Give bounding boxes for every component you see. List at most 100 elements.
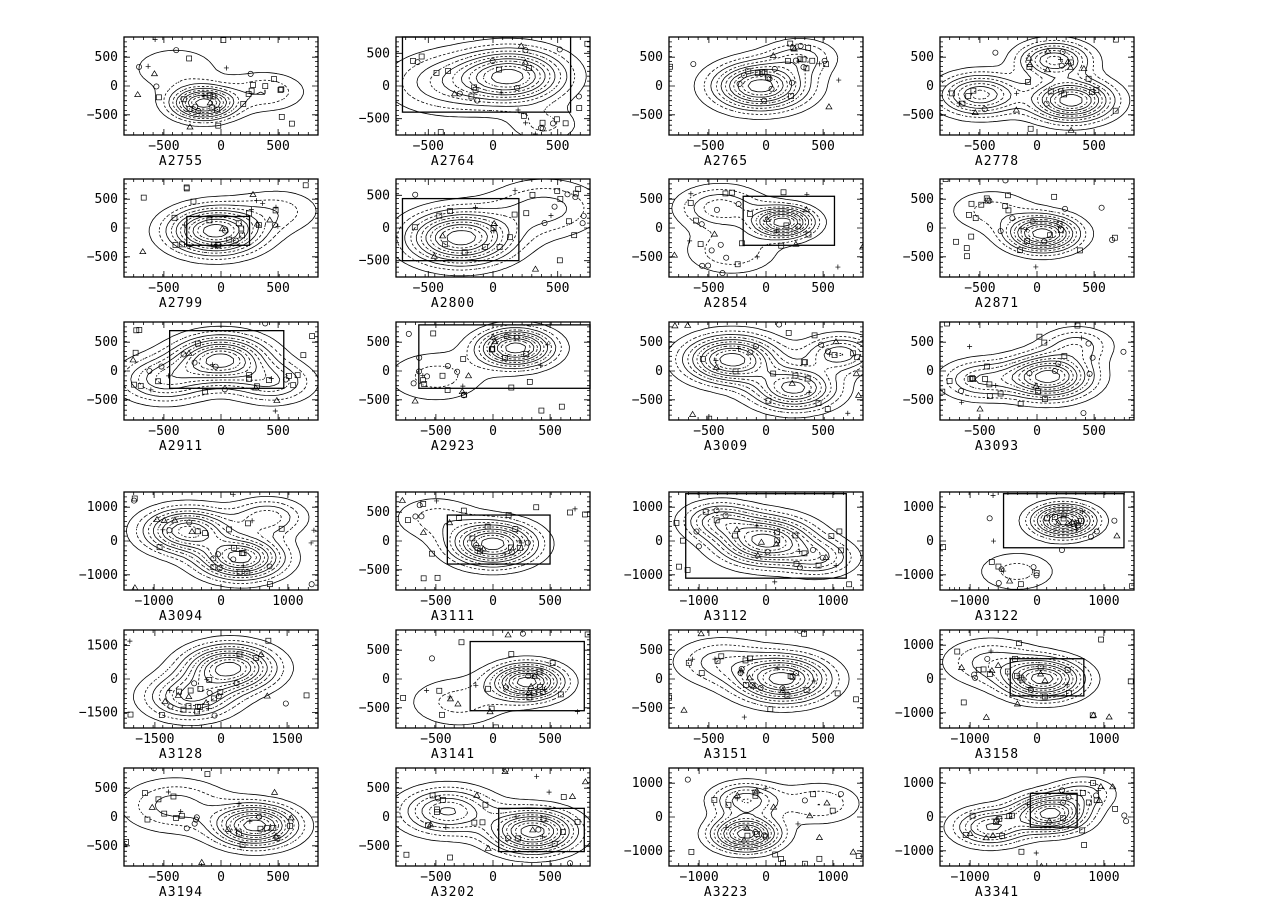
- square-marker: [805, 231, 812, 238]
- square-marker: [137, 382, 144, 389]
- square-marker: [403, 851, 410, 858]
- plus-marker: [420, 373, 426, 379]
- triangle-marker: [174, 691, 182, 698]
- plus-marker: [736, 345, 742, 351]
- plus-marker: [247, 818, 253, 824]
- circle-marker: [191, 680, 198, 687]
- circle-marker: [489, 58, 496, 65]
- circle-marker: [232, 237, 239, 244]
- x-tick-label: −500: [693, 281, 724, 296]
- panel-title: A3202: [431, 885, 475, 899]
- contour-level: [737, 527, 793, 554]
- triangle-marker: [272, 832, 280, 839]
- square-marker: [482, 244, 488, 250]
- square-marker: [963, 245, 970, 251]
- square-marker: [171, 214, 178, 221]
- circle-marker: [191, 359, 198, 366]
- circle-marker: [216, 565, 223, 572]
- circle-marker: [719, 270, 726, 277]
- circle-marker: [698, 221, 705, 228]
- square-marker: [853, 696, 859, 703]
- square-marker: [969, 812, 976, 819]
- circle-marker: [541, 220, 548, 226]
- x-tick-label: 0: [489, 424, 497, 439]
- x-tick-label: −500: [964, 281, 995, 296]
- square-marker: [244, 569, 251, 576]
- x-tick-label: 0: [762, 594, 770, 609]
- square-marker: [1042, 693, 1048, 700]
- y-tick-label: 500: [95, 335, 118, 350]
- circle-marker: [768, 85, 775, 92]
- contour-level: [675, 330, 863, 414]
- tick-marks: [668, 36, 864, 136]
- plot-frame: [939, 178, 1135, 278]
- x-tick-label: 500: [1082, 424, 1105, 439]
- contour-level: [148, 510, 282, 579]
- contours: [133, 635, 294, 726]
- circle-marker: [146, 368, 153, 374]
- square-marker: [410, 57, 416, 64]
- square-marker: [946, 378, 953, 384]
- triangle-marker: [491, 338, 499, 345]
- circle-marker: [1060, 799, 1067, 806]
- square-marker: [1056, 220, 1063, 227]
- contour-level: [1027, 226, 1057, 242]
- contour-level: [414, 324, 562, 388]
- circle-marker: [722, 512, 729, 519]
- y-tick-label: 0: [655, 534, 663, 549]
- square-marker: [482, 801, 489, 808]
- triangle-marker: [1109, 783, 1117, 790]
- plus-marker: [990, 493, 996, 499]
- plus-marker: [835, 264, 841, 270]
- square-marker: [685, 659, 692, 666]
- contour-level: [999, 212, 1081, 254]
- plus-marker: [205, 705, 211, 711]
- circle-marker: [308, 581, 315, 588]
- square-marker: [1077, 247, 1083, 254]
- square-marker: [828, 533, 835, 539]
- square-marker: [960, 699, 967, 706]
- square-marker: [262, 83, 269, 89]
- square-marker: [997, 390, 1004, 397]
- triangle-marker: [1089, 711, 1098, 718]
- plus-marker: [713, 358, 719, 364]
- triangle-marker: [531, 265, 540, 272]
- circle-marker: [256, 813, 262, 820]
- square-marker: [1071, 520, 1077, 527]
- contour-level: [682, 334, 863, 410]
- square-marker: [1129, 583, 1134, 589]
- contour-level: [497, 338, 535, 358]
- contour-level: [430, 221, 493, 254]
- square-marker: [747, 211, 753, 217]
- contour-level: [416, 47, 568, 107]
- contour-level: [155, 341, 267, 385]
- square-marker: [309, 333, 315, 340]
- square-marker: [300, 352, 307, 359]
- contour-level: [482, 65, 531, 88]
- contour-level: [449, 522, 534, 565]
- square-marker: [204, 771, 211, 777]
- contour-level: [723, 820, 769, 846]
- x-tick-label: 0: [762, 732, 770, 747]
- square-marker: [290, 382, 297, 389]
- square-marker: [560, 794, 567, 800]
- contour-level: [1034, 805, 1066, 822]
- circle-marker: [580, 212, 587, 219]
- square-marker: [1112, 107, 1119, 114]
- circle-marker: [735, 201, 742, 208]
- y-tick-label: 0: [110, 221, 118, 236]
- square-marker: [447, 854, 453, 861]
- triangle-marker: [753, 787, 761, 794]
- square-marker: [472, 87, 479, 93]
- triangle-marker: [581, 778, 590, 785]
- plus-marker: [991, 538, 997, 544]
- contour-level: [720, 798, 772, 847]
- x-tick-label: −1000: [680, 870, 719, 885]
- circle-marker: [800, 64, 807, 71]
- circle-marker: [723, 254, 730, 261]
- plus-marker: [236, 801, 242, 807]
- square-marker: [713, 517, 720, 524]
- square-marker: [802, 860, 808, 866]
